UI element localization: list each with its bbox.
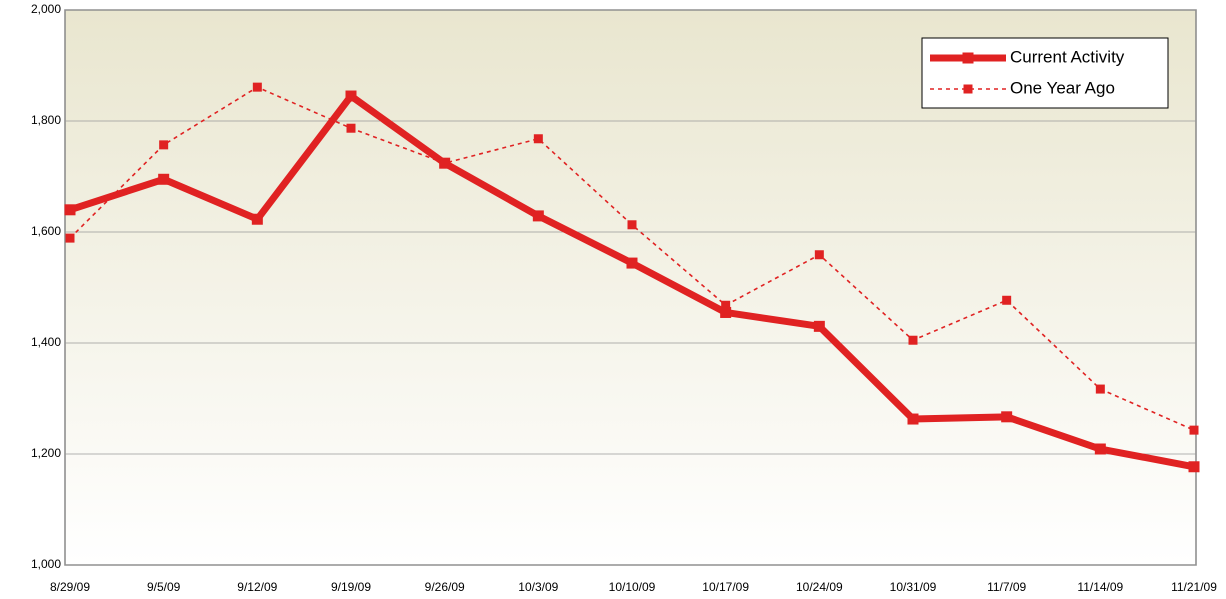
y-tick-label: 1,600 xyxy=(31,224,61,238)
legend-box xyxy=(921,37,1169,109)
point-marker xyxy=(1189,425,1199,435)
x-tick-label: 9/5/09 xyxy=(147,580,181,594)
x-tick-label: 11/21/09 xyxy=(1171,580,1217,594)
legend-marker xyxy=(963,84,973,94)
x-tick-label: 9/26/09 xyxy=(425,580,465,594)
point-marker xyxy=(1002,295,1012,305)
point-marker xyxy=(1188,461,1200,473)
point-marker xyxy=(345,90,357,102)
point-marker xyxy=(627,220,637,230)
point-marker xyxy=(908,335,918,345)
x-tick-label: 11/7/09 xyxy=(987,580,1026,594)
point-marker xyxy=(533,134,543,144)
point-marker xyxy=(721,300,731,310)
point-marker xyxy=(814,250,824,260)
x-tick-label: 9/12/09 xyxy=(237,580,277,594)
y-tick-label: 1,400 xyxy=(31,335,61,349)
point-marker xyxy=(158,173,170,185)
point-marker xyxy=(251,213,263,225)
x-tick-label: 10/24/09 xyxy=(796,580,843,594)
point-marker xyxy=(626,257,638,269)
point-marker xyxy=(1095,384,1105,394)
point-marker xyxy=(440,158,450,168)
x-tick-label: 10/3/09 xyxy=(518,580,558,594)
point-marker xyxy=(1001,411,1013,423)
point-marker xyxy=(159,140,169,150)
x-tick-label: 10/10/09 xyxy=(609,580,656,594)
legend-marker xyxy=(962,52,974,64)
point-marker xyxy=(532,210,544,222)
x-tick-label: 8/29/09 xyxy=(50,580,90,594)
x-tick-label: 10/31/09 xyxy=(890,580,937,594)
legend-label: One Year Ago xyxy=(1010,78,1115,97)
y-tick-label: 2,000 xyxy=(31,2,61,16)
y-tick-label: 1,200 xyxy=(31,446,61,460)
point-marker xyxy=(65,233,75,243)
point-marker xyxy=(813,320,825,332)
y-tick-label: 1,000 xyxy=(31,557,61,571)
x-tick-label: 10/17/09 xyxy=(702,580,749,594)
y-tick-label: 1,800 xyxy=(31,113,61,127)
legend-label: Current Activity xyxy=(1010,47,1125,66)
point-marker xyxy=(252,82,262,92)
point-marker xyxy=(720,306,732,318)
point-marker xyxy=(1094,443,1106,455)
point-marker xyxy=(907,413,919,425)
x-tick-label: 11/14/09 xyxy=(1077,580,1123,594)
point-marker xyxy=(346,123,356,133)
x-tick-label: 9/19/09 xyxy=(331,580,371,594)
point-marker xyxy=(64,204,76,216)
